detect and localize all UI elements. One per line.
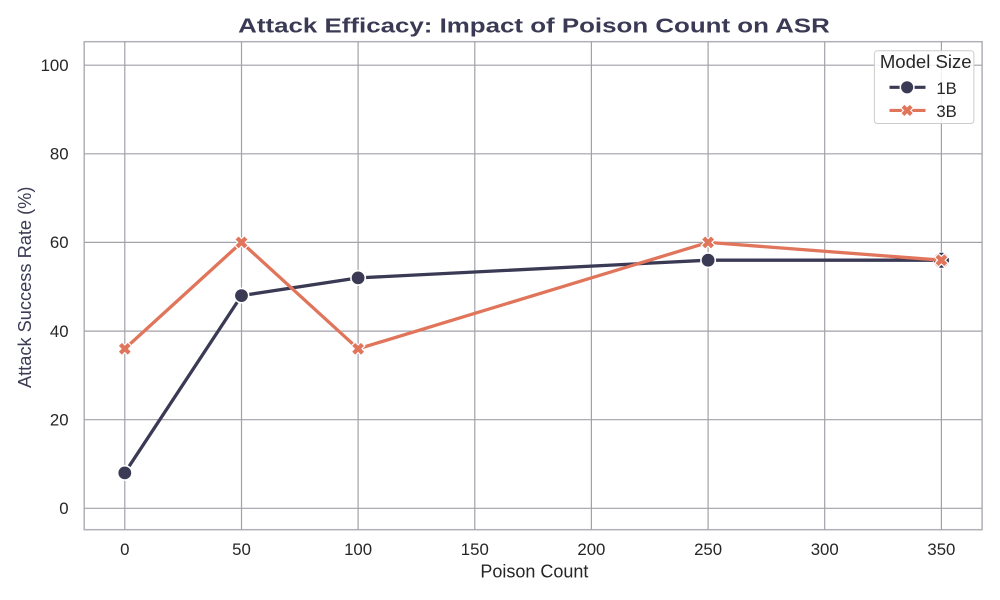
svg-text:50: 50 (232, 540, 251, 559)
svg-text:350: 350 (927, 540, 955, 559)
svg-text:1B: 1B (936, 79, 956, 98)
svg-text:20: 20 (50, 411, 69, 430)
svg-text:100: 100 (41, 56, 69, 75)
svg-text:80: 80 (50, 145, 69, 164)
svg-text:100: 100 (344, 540, 372, 559)
svg-text:Attack Success Rate (%): Attack Success Rate (%) (15, 187, 35, 389)
svg-text:Attack Efficacy: Impact of Poi: Attack Efficacy: Impact of Poison Count … (238, 16, 830, 38)
svg-text:250: 250 (694, 540, 722, 559)
svg-text:3B: 3B (936, 102, 956, 121)
svg-text:40: 40 (50, 322, 69, 341)
svg-text:200: 200 (577, 540, 605, 559)
svg-text:300: 300 (811, 540, 839, 559)
svg-text:0: 0 (59, 499, 68, 518)
svg-text:150: 150 (461, 540, 489, 559)
svg-text:0: 0 (120, 540, 129, 559)
svg-text:60: 60 (50, 233, 69, 252)
svg-text:Poison Count: Poison Count (480, 562, 588, 582)
svg-text:Model Size: Model Size (880, 52, 972, 72)
